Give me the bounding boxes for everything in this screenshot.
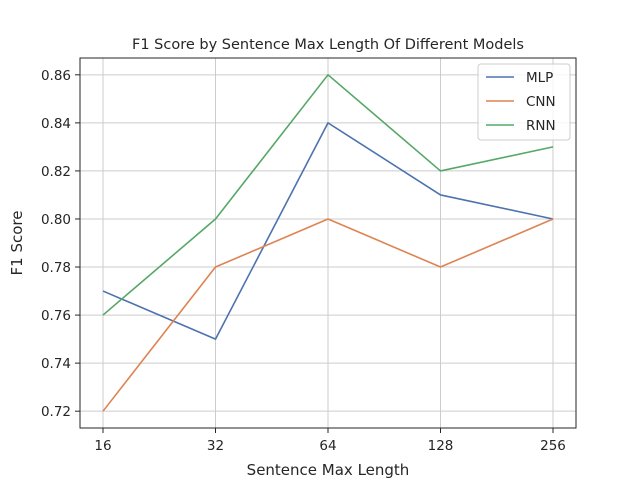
series-line-mlp <box>102 122 554 340</box>
x-tick-label: 32 <box>207 438 224 454</box>
x-tick-label: 256 <box>540 438 566 454</box>
y-tick-label: 0.74 <box>41 356 71 372</box>
y-tick-label: 0.84 <box>41 116 71 132</box>
y-tick-label: 0.86 <box>41 68 71 84</box>
legend-box <box>477 63 571 141</box>
chart-title: F1 Score by Sentence Max Length Of Diffe… <box>132 37 524 53</box>
x-axis-label: Sentence Max Length <box>247 461 410 479</box>
legend: MLP CNN RNN <box>477 63 571 141</box>
y-tick-label: 0.82 <box>41 164 71 180</box>
x-tick-label: 16 <box>94 438 111 454</box>
legend-label-cnn: CNN <box>526 94 556 110</box>
y-tick-label: 0.72 <box>41 404 71 420</box>
x-tick-label: 128 <box>428 438 454 454</box>
y-axis-label: F1 Score <box>8 211 26 276</box>
x-tick-label: 64 <box>319 438 336 454</box>
legend-label-mlp: MLP <box>526 70 553 86</box>
y-tick-label: 0.76 <box>41 308 71 324</box>
y-tick-labels: 0.72 0.74 0.76 0.78 0.80 0.82 0.84 0.86 <box>41 68 80 420</box>
series-lines <box>102 74 554 412</box>
y-tick-label: 0.80 <box>41 212 71 228</box>
series-line-cnn <box>102 218 554 412</box>
series-line-rnn <box>102 74 554 316</box>
y-tick-label: 0.78 <box>41 260 71 276</box>
x-tick-labels: 16 32 64 128 256 <box>94 428 566 454</box>
legend-label-rnn: RNN <box>526 118 556 134</box>
